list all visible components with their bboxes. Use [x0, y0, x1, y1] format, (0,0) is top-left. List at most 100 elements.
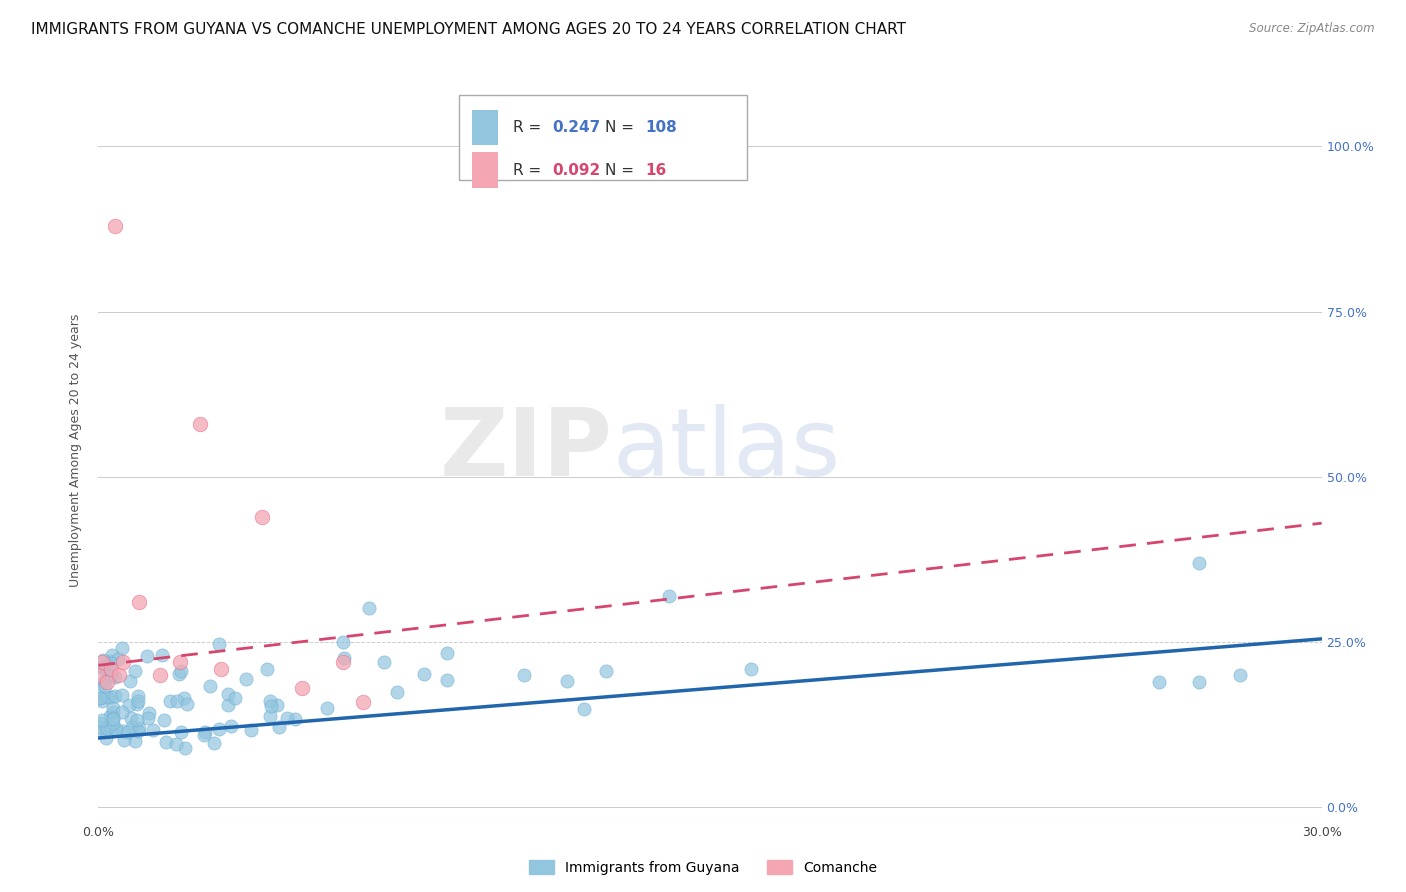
Point: [194, 724, 217, 739]
Point: [235, 672, 257, 686]
Point: [111, 689, 134, 703]
Point: [316, 701, 339, 715]
Point: [352, 695, 374, 709]
Point: [121, 720, 143, 734]
FancyBboxPatch shape: [471, 110, 498, 145]
Point: [276, 711, 298, 725]
Point: [269, 720, 291, 734]
Text: Source: ZipAtlas.com: Source: ZipAtlas.com: [1250, 22, 1375, 36]
Point: [101, 705, 124, 719]
Point: [96, 690, 118, 704]
Point: [124, 664, 146, 678]
Point: [208, 722, 231, 736]
Point: [555, 673, 578, 688]
Point: [166, 694, 188, 708]
Point: [176, 698, 198, 712]
Point: [104, 689, 127, 703]
Point: [188, 417, 212, 431]
Point: [90, 724, 112, 739]
Point: [98, 654, 121, 668]
Point: [127, 724, 149, 739]
Point: [90, 713, 112, 727]
Point: [91, 694, 114, 708]
Point: [120, 674, 142, 689]
Text: R =: R =: [513, 120, 546, 135]
Point: [112, 732, 135, 747]
Point: [135, 649, 157, 664]
Point: [125, 698, 148, 712]
Text: 16: 16: [645, 162, 666, 178]
Point: [142, 723, 165, 738]
Point: [91, 661, 114, 675]
Point: [111, 655, 134, 669]
Point: [127, 689, 149, 703]
Y-axis label: Unemployment Among Ages 20 to 24 years: Unemployment Among Ages 20 to 24 years: [69, 314, 83, 587]
Point: [169, 655, 191, 669]
Point: [436, 673, 458, 688]
Point: [138, 706, 160, 720]
Point: [1188, 556, 1211, 570]
Point: [101, 712, 124, 726]
Text: atlas: atlas: [612, 404, 841, 497]
Point: [373, 655, 395, 669]
Point: [155, 735, 177, 749]
Point: [413, 667, 436, 681]
Point: [167, 667, 190, 681]
Point: [332, 655, 354, 669]
Point: [98, 709, 121, 723]
Text: N =: N =: [605, 162, 638, 178]
Point: [93, 690, 115, 704]
Point: [152, 713, 174, 727]
Point: [87, 691, 110, 706]
Point: [89, 677, 111, 691]
Point: [96, 721, 118, 735]
Point: [98, 719, 121, 733]
Point: [658, 589, 681, 603]
Point: [202, 736, 225, 750]
Point: [217, 698, 239, 712]
Point: [87, 720, 110, 734]
Point: [127, 713, 149, 727]
Text: 0.092: 0.092: [553, 162, 600, 178]
Point: [436, 646, 458, 660]
Point: [572, 702, 595, 716]
Point: [259, 699, 281, 714]
Point: [169, 664, 191, 678]
Point: [94, 731, 117, 745]
Point: [740, 662, 762, 676]
Point: [1147, 674, 1170, 689]
Point: [87, 668, 110, 682]
Point: [112, 724, 135, 739]
Point: [91, 660, 114, 674]
Point: [250, 509, 273, 524]
Point: [100, 656, 122, 670]
Point: [259, 709, 281, 723]
Legend: Immigrants from Guyana, Comanche: Immigrants from Guyana, Comanche: [523, 855, 883, 880]
Point: [104, 670, 127, 684]
Point: [100, 690, 122, 705]
Point: [104, 722, 127, 736]
Point: [333, 651, 356, 665]
Point: [110, 641, 132, 656]
Point: [124, 733, 146, 747]
Point: [595, 665, 617, 679]
Point: [513, 668, 536, 682]
Point: [118, 698, 141, 712]
Point: [387, 685, 409, 699]
Point: [100, 669, 122, 683]
Point: [96, 668, 118, 682]
Point: [104, 219, 127, 233]
Point: [240, 723, 263, 738]
Point: [291, 681, 314, 696]
Point: [217, 687, 239, 701]
Point: [170, 724, 193, 739]
Point: [101, 711, 124, 725]
Point: [96, 674, 118, 689]
Point: [266, 698, 288, 713]
Text: ZIP: ZIP: [439, 404, 612, 497]
Point: [107, 652, 129, 666]
Point: [91, 653, 114, 667]
Point: [193, 728, 215, 742]
Point: [104, 723, 127, 737]
Text: 108: 108: [645, 120, 676, 135]
